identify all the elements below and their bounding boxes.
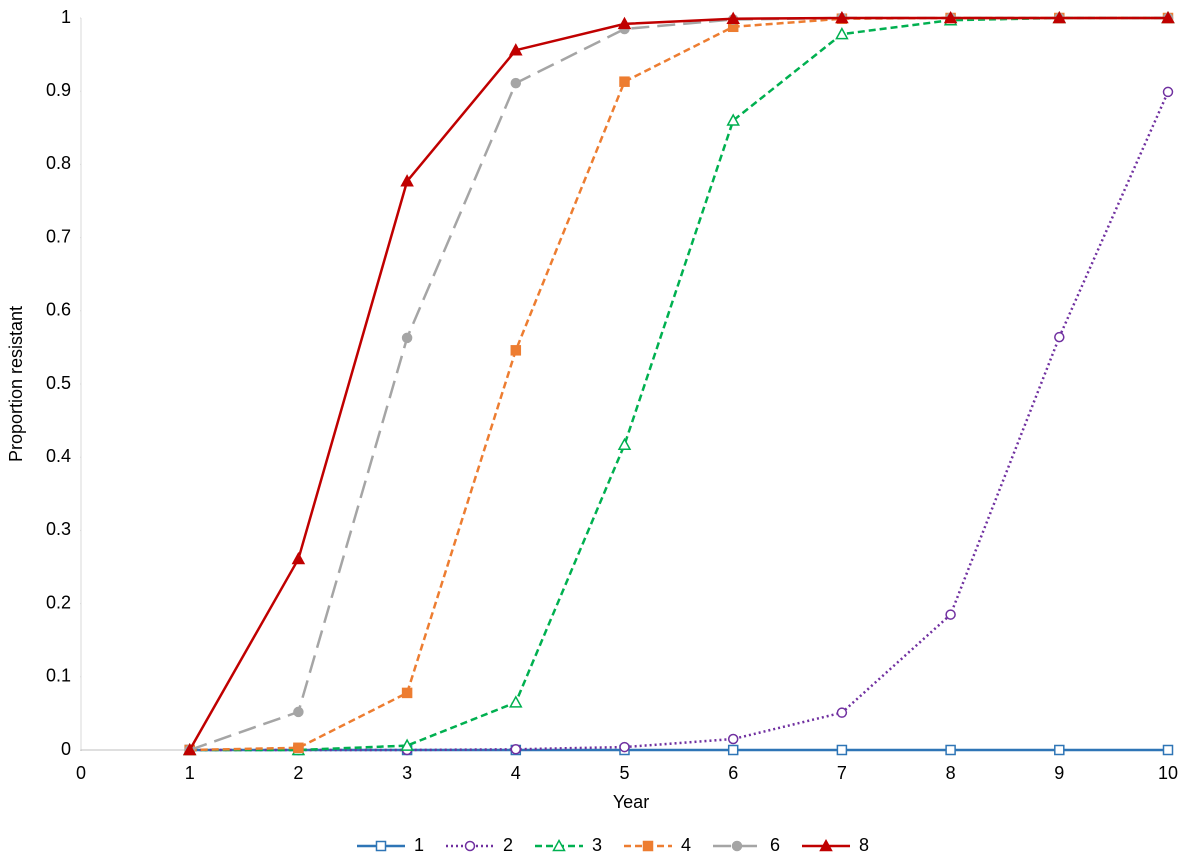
data-point xyxy=(617,437,632,451)
data-point xyxy=(945,609,956,620)
data-point xyxy=(509,695,523,708)
series-line xyxy=(189,16,1168,752)
x-tick-label: 0 xyxy=(76,763,86,783)
y-tick-label: 0 xyxy=(61,739,71,759)
x-tick-label: 1 xyxy=(185,763,195,783)
y-tick-label: 0.2 xyxy=(46,592,71,612)
data-point xyxy=(1052,10,1067,24)
series-line xyxy=(189,91,1170,752)
x-tick-label: 4 xyxy=(511,763,521,783)
series-line xyxy=(188,16,1168,751)
x-tick-label: 5 xyxy=(619,763,629,783)
y-tick-label: 0.1 xyxy=(46,666,71,686)
legend-marker xyxy=(819,838,833,852)
data-point xyxy=(835,27,849,40)
series-line xyxy=(189,16,1168,752)
x-tick-label: 3 xyxy=(402,763,412,783)
y-tick-label: 0.9 xyxy=(46,80,71,100)
legend-label: 8 xyxy=(859,835,869,855)
data-point xyxy=(943,10,958,24)
legend-marker xyxy=(731,840,743,852)
legend-label: 2 xyxy=(503,835,513,855)
x-axis-title: Year xyxy=(613,792,649,812)
legend-marker xyxy=(375,840,387,852)
data-point xyxy=(291,551,306,565)
y-tick-label: 0.7 xyxy=(46,226,71,246)
data-point xyxy=(400,738,414,751)
data-point xyxy=(1054,744,1065,756)
data-point xyxy=(726,11,740,24)
x-tick-label: 10 xyxy=(1158,763,1178,783)
x-tick-label: 7 xyxy=(837,763,847,783)
data-point xyxy=(619,741,630,753)
data-point xyxy=(836,744,848,756)
legend-marker xyxy=(464,840,476,852)
data-point xyxy=(1162,86,1174,98)
data-point xyxy=(401,332,413,344)
legend-marker xyxy=(552,838,566,852)
data-point xyxy=(835,10,849,24)
data-point xyxy=(619,76,630,87)
data-point xyxy=(400,174,414,187)
data-point xyxy=(182,742,197,756)
series-line xyxy=(189,16,1168,752)
legend-label: 1 xyxy=(414,835,424,855)
data-point xyxy=(293,706,304,718)
data-point xyxy=(727,744,739,756)
x-tick-label: 8 xyxy=(946,763,956,783)
legend-label: 6 xyxy=(770,835,780,855)
data-point xyxy=(617,16,632,30)
y-axis-title: Proportion resistant xyxy=(6,306,26,462)
data-point xyxy=(1054,331,1065,343)
legend-label: 3 xyxy=(592,835,602,855)
x-tick-label: 6 xyxy=(728,763,738,783)
y-tick-label: 0.8 xyxy=(46,153,71,173)
data-point xyxy=(726,113,740,126)
data-point xyxy=(510,77,522,89)
data-point xyxy=(401,687,413,699)
data-point xyxy=(836,707,848,718)
data-point xyxy=(509,43,523,56)
data-point xyxy=(945,744,956,756)
y-tick-label: 0.4 xyxy=(46,446,71,466)
data-point xyxy=(1161,10,1175,24)
legend-marker xyxy=(642,840,654,852)
y-tick-label: 0.3 xyxy=(46,519,71,539)
y-tick-label: 1 xyxy=(61,7,71,27)
x-tick-label: 9 xyxy=(1054,763,1064,783)
y-tick-label: 0.6 xyxy=(46,300,71,320)
data-point xyxy=(510,345,522,356)
legend-label: 4 xyxy=(681,835,691,855)
data-point xyxy=(727,733,739,745)
data-point xyxy=(510,744,522,755)
data-point xyxy=(1162,744,1174,756)
data-point xyxy=(293,742,304,754)
x-tick-label: 2 xyxy=(293,763,303,783)
y-tick-label: 0.5 xyxy=(46,373,71,393)
